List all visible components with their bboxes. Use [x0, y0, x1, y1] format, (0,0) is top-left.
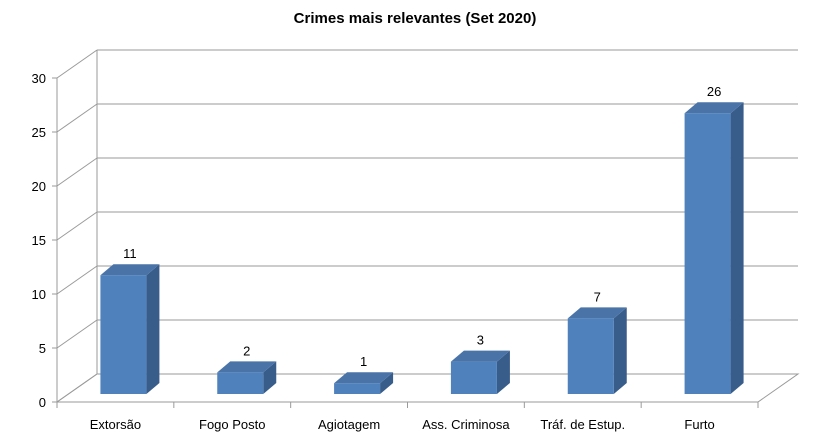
gridline-diagonal: [56, 211, 98, 241]
bar-front: [334, 383, 381, 394]
y-tick-label: 10: [32, 287, 46, 302]
bar-top: [567, 307, 627, 319]
bar: 7: [567, 289, 627, 394]
gridline-diagonal: [56, 319, 98, 349]
bar-side: [730, 102, 744, 394]
bar-top: [100, 264, 160, 276]
y-tick-label: 5: [39, 341, 46, 356]
y-tick-label: 30: [32, 71, 46, 86]
data-label: 2: [243, 343, 250, 358]
x-tick-label: Agiotagem: [318, 417, 380, 432]
bar: 2: [217, 343, 277, 394]
bars: 11 2 1 3 7 26: [100, 84, 744, 394]
bar-top: [334, 372, 394, 384]
bar-side: [496, 350, 510, 394]
bar-front: [684, 113, 731, 394]
y-tick-label: 20: [32, 179, 46, 194]
gridline-diagonal: [56, 157, 98, 187]
y-tick-label: 0: [39, 395, 46, 410]
bar-top: [684, 102, 744, 114]
bar-top: [217, 361, 277, 373]
x-tick-label: Extorsão: [90, 417, 141, 432]
x-axis: Extorsão Fogo Posto Agiotagem Ass. Criminos…: [56, 402, 759, 432]
data-label: 26: [707, 84, 721, 99]
y-tick-label: 15: [32, 233, 46, 248]
bar-front: [450, 361, 497, 394]
gridline-diagonal: [56, 103, 98, 133]
gridline-diagonal: [56, 265, 98, 295]
bar-side: [613, 307, 627, 394]
x-tick-label: Tráf. de Estup.: [540, 417, 625, 432]
bar: 11: [100, 246, 160, 394]
bar-side: [146, 264, 160, 394]
data-label: 1: [360, 354, 367, 369]
data-label: 7: [594, 289, 601, 304]
gridline-diagonal: [56, 49, 98, 79]
bar-front: [217, 372, 264, 394]
bar: 3: [450, 333, 510, 394]
bar: 26: [684, 84, 744, 394]
bar-side: [380, 372, 394, 394]
bar-top: [450, 350, 510, 362]
y-tick-label: 25: [32, 125, 46, 140]
bar-front: [567, 318, 614, 394]
chart-title: Crimes mais relevantes (Set 2020): [294, 10, 537, 27]
bar-front: [100, 275, 147, 394]
data-label: 3: [477, 333, 484, 348]
bar: 1: [334, 354, 394, 394]
data-label: 11: [123, 246, 137, 261]
bar-side: [263, 361, 277, 394]
y-axis: 0 5 10 15 20 25 30: [32, 71, 58, 410]
x-tick-label: Furto: [684, 417, 714, 432]
gridlines: [55, 49, 800, 403]
x-tick-label: Fogo Posto: [199, 417, 266, 432]
x-tick-label: Ass. Criminosa: [422, 417, 510, 432]
